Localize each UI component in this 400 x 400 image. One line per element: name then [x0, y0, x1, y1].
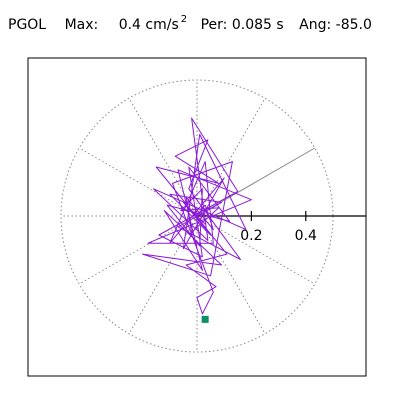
- max-unit-exponent: 2: [180, 14, 188, 25]
- grid-spoke: [128, 97, 198, 217]
- grid-spoke: [78, 147, 198, 217]
- grid-spoke: [196, 215, 266, 335]
- axis-tick-label: 0.4: [295, 228, 317, 244]
- end-marker: [201, 315, 209, 323]
- axis-tick-label: 0.2: [240, 228, 262, 244]
- plot-frame: [27, 57, 367, 377]
- per-value: 0.085 s: [231, 17, 284, 33]
- ang-label: Ang:: [299, 17, 332, 33]
- trace-path: [142, 117, 252, 315]
- ang-value: -85.0: [335, 17, 372, 33]
- motion-trace: [142, 117, 252, 315]
- grid-spoke: [196, 215, 316, 285]
- grid-spoke: [128, 215, 198, 335]
- per-label: Per:: [200, 17, 228, 33]
- radial-axis: 0.2 0.4: [197, 211, 366, 244]
- end-point-marker: [201, 315, 209, 323]
- station-code: PGOL: [8, 17, 47, 33]
- plot-header: PGOL Max: 0.4 cm/s 2 Per: 0.085 s Ang: -8…: [8, 14, 372, 33]
- grid-spoke: [196, 97, 266, 217]
- max-label: Max:: [64, 17, 99, 33]
- max-value: 0.4: [118, 17, 141, 33]
- max-unit: cm/s: [145, 17, 179, 33]
- polar-grid: [60, 79, 334, 353]
- grid-spoke: [78, 215, 198, 285]
